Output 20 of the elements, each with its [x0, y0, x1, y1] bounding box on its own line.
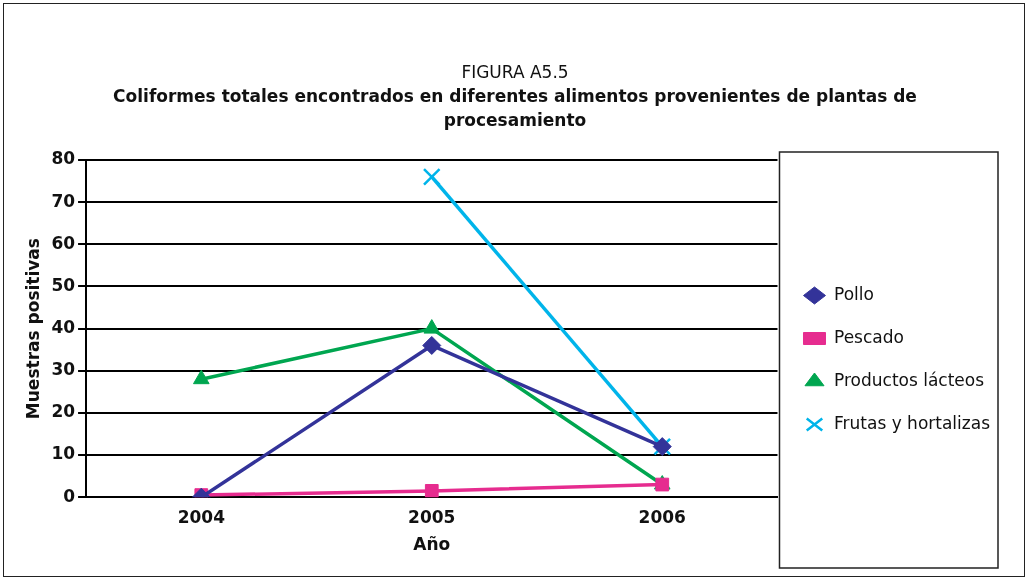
x-tick-label: 2004 [177, 506, 226, 527]
legend-label: Frutas y hortalizas [834, 412, 991, 433]
legend-label: Pollo [834, 283, 874, 304]
y-tick-label: 20 [51, 401, 76, 422]
legend-label: Productos lácteos [834, 369, 985, 390]
y-tick-label: 50 [51, 274, 76, 295]
legend-label: Pescado [834, 326, 904, 347]
x-axis-title: Año [413, 534, 451, 555]
y-tick-label: 70 [51, 190, 76, 211]
y-tick-label: 0 [63, 485, 76, 506]
chart-title: FIGURA A5.5 [460, 62, 570, 82]
x-tick-label: 2006 [638, 506, 686, 527]
y-axis-title: Muestras positivas [22, 238, 43, 420]
y-tick-label: 10 [51, 443, 76, 464]
x-tick-label: 2005 [408, 506, 456, 527]
y-tick-label: 40 [51, 317, 76, 338]
y-tick-label: 30 [51, 359, 76, 380]
chart-subtitle: Coliformes totales encontrados en diferentes alimentos provenientes de plantas de procesamiento [112, 85, 918, 132]
y-tick-label: 60 [51, 232, 76, 253]
y-tick-label: 80 [51, 148, 76, 169]
